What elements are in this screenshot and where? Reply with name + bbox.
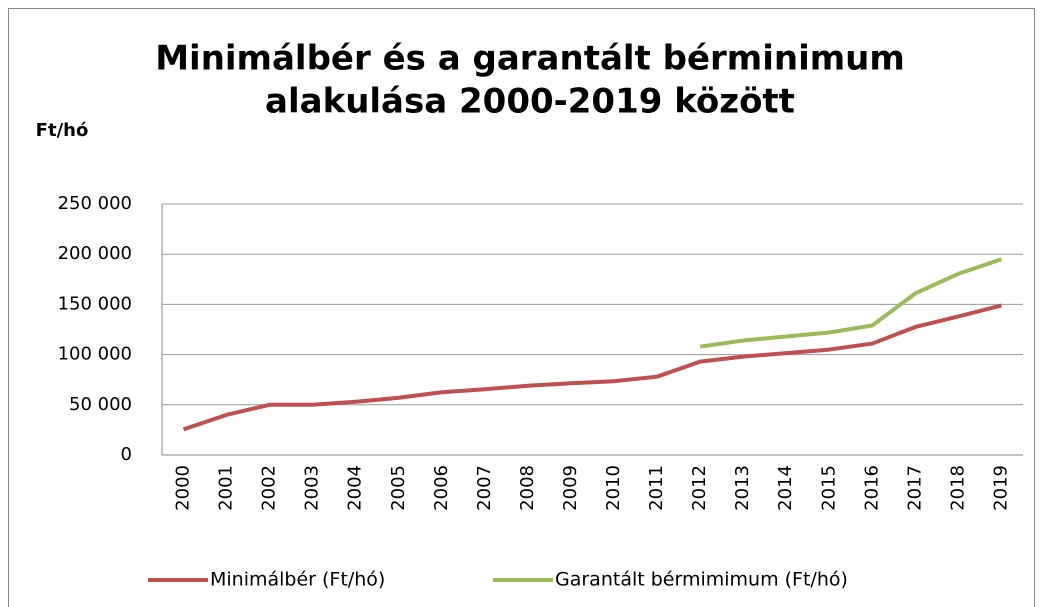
- legend-label: Minimálbér (Ft/hó): [210, 569, 385, 591]
- chart-title: alakulása 2000-2019 között: [265, 82, 795, 122]
- y-tick-label: 250 000: [58, 193, 132, 214]
- x-tick-label: 2008: [517, 465, 538, 511]
- x-tick-label: 2002: [259, 465, 280, 511]
- x-tick-label: 2011: [646, 465, 667, 511]
- x-tick-label: 2015: [818, 465, 839, 511]
- x-tick-label: 2014: [775, 465, 796, 511]
- y-tick-label: 150 000: [58, 293, 132, 314]
- y-tick-label: 100 000: [58, 344, 132, 365]
- x-tick-label: 2003: [302, 465, 323, 511]
- chart-title: Minimálbér és a garantált bérminimum: [155, 39, 905, 79]
- x-tick-label: 2012: [689, 465, 710, 511]
- x-tick-label: 2007: [474, 465, 495, 511]
- y-axis-label: Ft/hó: [36, 120, 89, 141]
- x-tick-label: 2004: [345, 465, 366, 511]
- x-tick-label: 2000: [173, 465, 194, 511]
- x-tick-label: 2018: [947, 465, 968, 511]
- y-tick-label: 0: [121, 444, 132, 465]
- series-line: [182, 303, 1002, 432]
- y-tick-label: 50 000: [69, 394, 132, 415]
- x-tick-label: 2006: [431, 465, 452, 511]
- x-tick-label: 2009: [560, 465, 581, 511]
- series-line: [699, 257, 1003, 349]
- legend-label: Garantált bérmimimum (Ft/hó): [555, 569, 848, 591]
- y-tick-label: 200 000: [58, 243, 132, 264]
- x-tick-label: 2017: [904, 465, 925, 511]
- x-tick-label: 2013: [732, 465, 753, 511]
- x-tick-label: 2016: [861, 465, 882, 511]
- x-tick-label: 2005: [388, 465, 409, 511]
- chart-frame: [8, 8, 1035, 607]
- x-tick-label: 2010: [603, 465, 624, 511]
- x-tick-label: 2001: [216, 465, 237, 511]
- x-tick-label: 2019: [990, 465, 1011, 511]
